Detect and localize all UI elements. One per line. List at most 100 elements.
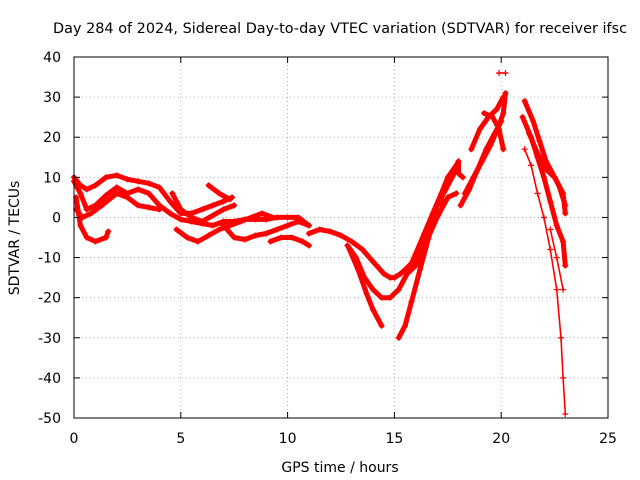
data-point-marker (528, 162, 535, 169)
data-point-marker (177, 206, 184, 213)
data-point-marker (135, 202, 142, 209)
series-track-x (521, 146, 569, 417)
grid-lines (74, 57, 608, 418)
data-point-marker (167, 198, 174, 205)
data-point-marker (402, 322, 409, 329)
data-point-marker (145, 204, 152, 211)
series-track-i (267, 234, 312, 249)
series-track-c (73, 194, 112, 245)
x-tick-label: 5 (176, 431, 185, 447)
data-point-marker (453, 162, 460, 169)
data-point-marker (135, 178, 142, 185)
data-point-marker (145, 180, 152, 187)
data-point-marker (145, 190, 152, 197)
data-point-marker (425, 226, 432, 233)
data-point-marker (278, 234, 285, 241)
data-point-marker (493, 106, 500, 113)
data-point-marker (562, 410, 569, 417)
data-point-marker (209, 212, 216, 219)
data-point-marker (344, 242, 351, 249)
data-point-marker (267, 238, 274, 245)
x-tick-label: 0 (70, 431, 79, 447)
data-point-marker (525, 130, 532, 137)
data-point-marker (470, 174, 477, 181)
data-point-marker (560, 238, 567, 245)
data-point-marker (560, 286, 567, 293)
data-point-marker (79, 214, 86, 221)
data-point-marker (327, 228, 334, 235)
data-point-marker (395, 286, 402, 293)
data-point-marker (263, 230, 270, 237)
data-point-marker (370, 306, 377, 313)
data-point-marker (169, 190, 176, 197)
data-point-marker (205, 182, 212, 189)
data-point-marker (113, 184, 120, 191)
series-track-y (525, 130, 569, 217)
y-tick-label: 40 (43, 50, 61, 66)
data-point-marker (380, 270, 387, 277)
data-point-marker (363, 290, 370, 297)
data-point-marker (536, 138, 543, 145)
data-point-marker (370, 258, 377, 265)
data-point-marker (346, 246, 353, 253)
plot-frame (73, 56, 609, 419)
data-point-marker (534, 150, 541, 157)
data-point-marker (502, 90, 509, 97)
series-track-o (417, 198, 447, 257)
y-axis-title: SDTVAR / TECUs (7, 181, 23, 296)
data-point-marker (500, 110, 507, 117)
data-point-marker (355, 266, 362, 273)
data-point-marker (113, 190, 120, 197)
data-point-marker (455, 158, 462, 165)
data-point-marker (156, 184, 163, 191)
y-tick-label: 0 (52, 210, 61, 226)
y-tick-label: -20 (38, 291, 61, 307)
data-point-marker (92, 182, 99, 189)
x-axis-title: GPS time / hours (281, 460, 398, 476)
data-point-marker (434, 202, 441, 209)
data-point-marker (88, 210, 95, 217)
data-point-marker (231, 202, 238, 209)
data-point-marker (481, 110, 488, 117)
data-point-marker (316, 226, 323, 233)
data-point-marker (231, 234, 238, 241)
data-point-marker (98, 202, 105, 209)
series-trace (453, 158, 466, 180)
data-point-marker (220, 222, 227, 229)
series-track-u (496, 70, 509, 77)
data-point-marker (241, 236, 248, 243)
data-point-marker (553, 286, 560, 293)
data-point-marker (553, 222, 560, 229)
series-trace (347, 247, 385, 329)
data-point-marker (284, 214, 291, 221)
x-tick-label: 20 (492, 431, 510, 447)
data-point-marker (83, 186, 90, 193)
data-point-marker (216, 190, 223, 197)
data-point-marker (387, 294, 394, 301)
data-point-marker (521, 98, 528, 105)
series-track-l (346, 246, 385, 329)
data-point-marker (459, 174, 466, 181)
y-tick-label: -30 (38, 331, 61, 347)
data-point-marker (468, 146, 475, 153)
data-point-marker (496, 126, 503, 133)
series-track-e (169, 190, 238, 225)
data-point-marker (220, 198, 227, 205)
data-point-marker (295, 218, 302, 225)
data-point-marker (476, 126, 483, 133)
data-series (71, 70, 569, 417)
data-point-marker (417, 266, 424, 273)
data-point-marker (284, 222, 291, 229)
data-point-marker (209, 222, 216, 229)
y-tick-label: -50 (38, 411, 61, 427)
data-point-marker (530, 118, 537, 125)
data-point-marker (359, 246, 366, 253)
series-track-h (220, 218, 312, 243)
data-point-marker (500, 146, 507, 153)
data-point-marker (184, 234, 191, 241)
data-point-marker (543, 166, 550, 173)
data-point-marker (105, 228, 112, 235)
data-point-marker (489, 114, 496, 121)
data-point-marker (124, 176, 131, 183)
